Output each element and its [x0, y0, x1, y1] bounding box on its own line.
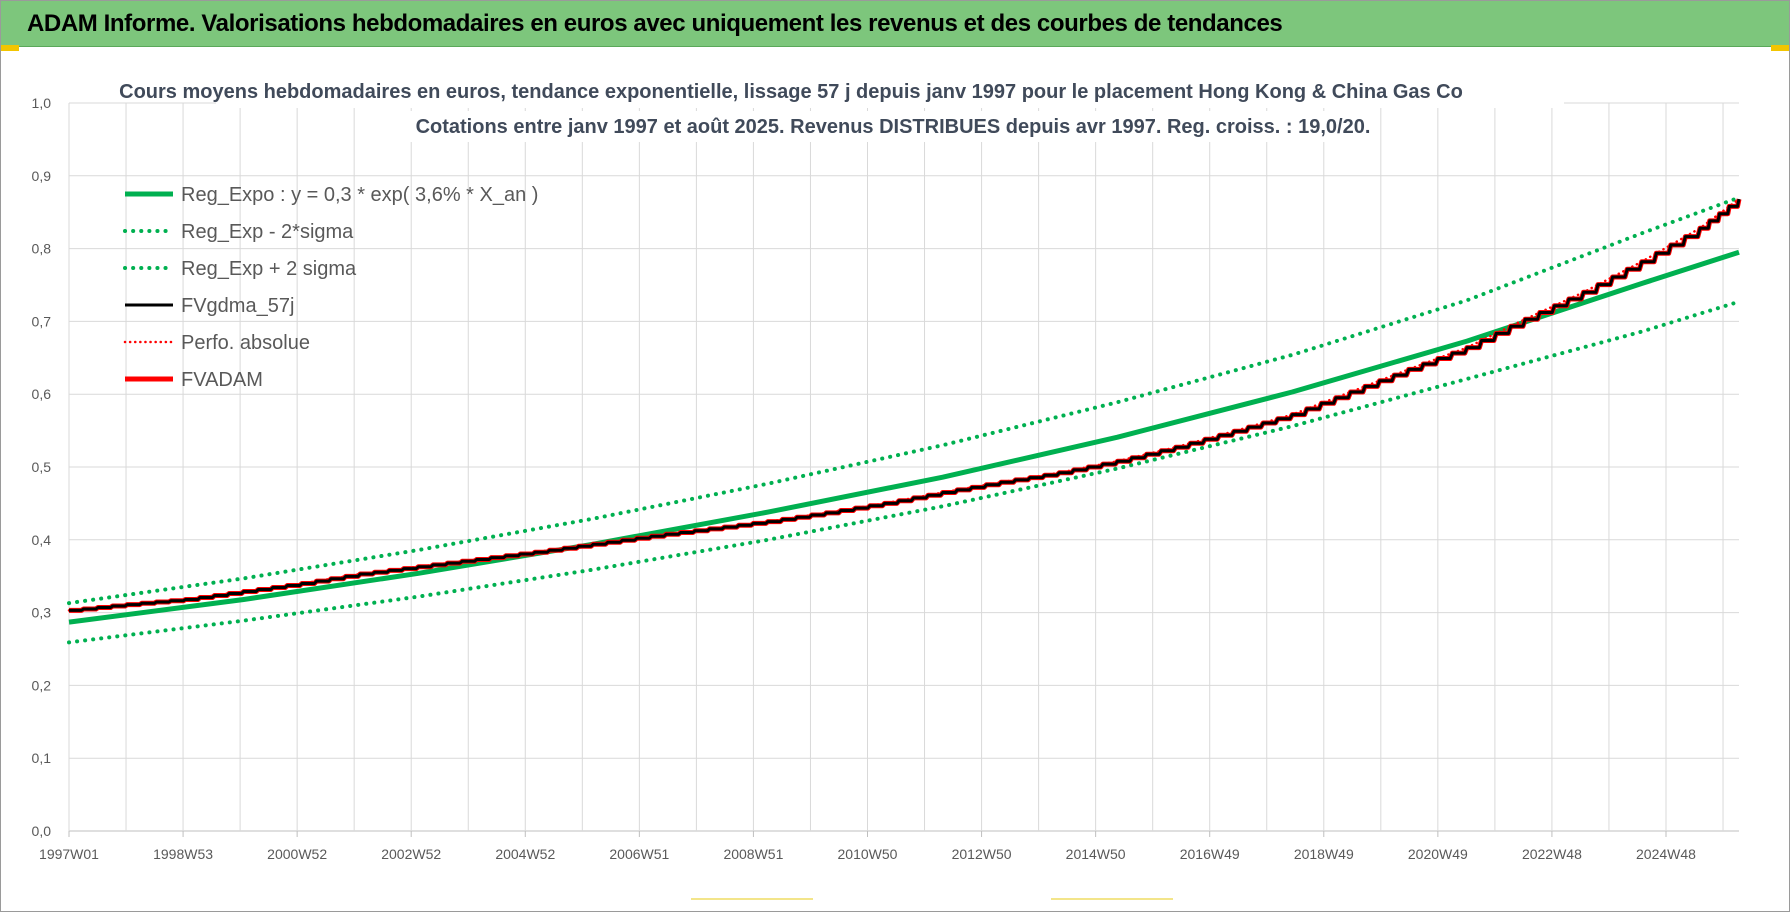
series-line: [68, 249, 1740, 625]
x-tick-label: 2000W52: [267, 846, 327, 862]
y-tick-label: 0,2: [32, 677, 52, 693]
x-tick-label: 2020W49: [1408, 846, 1468, 862]
x-tick-label: 1997W01: [39, 846, 99, 862]
legend-label: FVgdma_57j: [181, 295, 294, 317]
y-axis-ticks: 0,0 0,1 0,2 0,3 0,4 0,5 0,6 0,7 0,8 0,9 1,0: [32, 95, 52, 839]
x-tick-label: 2014W50: [1066, 846, 1126, 862]
y-tick-label: 0,0: [32, 823, 52, 839]
x-tick-label: 2010W50: [838, 846, 898, 862]
chart-subtitle: Cotations entre janv 1997 et août 2025. …: [416, 116, 1371, 138]
y-tick-label: 0,7: [32, 313, 52, 329]
y-tick-label: 0,1: [32, 750, 52, 766]
x-tick-label: 2008W51: [723, 846, 783, 862]
bottom-decoration: [1051, 898, 1173, 900]
chart-title: Cours moyens hebdomadaires en euros, ten…: [119, 81, 1463, 103]
x-tick-label: 2024W48: [1636, 846, 1696, 862]
x-tick-label: 2002W52: [381, 846, 441, 862]
series-line: [69, 198, 1741, 612]
y-tick-label: 0,5: [32, 459, 52, 475]
x-tick-label: 2006W51: [609, 846, 669, 862]
y-tick-label: 0,3: [32, 605, 52, 621]
grid: [68, 102, 1739, 832]
y-tick-label: 0,9: [32, 168, 52, 184]
y-tick-label: 0,6: [32, 386, 52, 402]
legend-label: Reg_Exp - 2*sigma: [181, 221, 354, 243]
header-banner: ADAM Informe. Valorisations hebdomadaire…: [1, 1, 1789, 47]
legend-label: FVADAM: [181, 369, 263, 391]
series: [67, 195, 1742, 645]
bottom-decoration: [691, 898, 813, 900]
legend: Reg_Expo : y = 0,3 * exp( 3,6% * X_an ) R…: [123, 184, 538, 391]
subtitle-background: [409, 111, 1377, 142]
legend-label: Perfo. absolue: [181, 332, 310, 354]
legend-label: Reg_Exp + 2 sigma: [181, 258, 357, 280]
x-tick-label: 2012W50: [952, 846, 1012, 862]
corner-marker-right: [1771, 45, 1789, 51]
x-axis-ticks: 1997W01 1998W53 2000W52 2002W52 2004W52 2006W…: [39, 831, 1696, 862]
series-line: [67, 299, 1741, 645]
x-tick-label: 2016W49: [1180, 846, 1240, 862]
y-tick-label: 1,0: [32, 95, 52, 111]
y-tick-label: 0,4: [32, 532, 52, 548]
x-tick-label: 1998W53: [153, 846, 213, 862]
x-tick-label: 2018W49: [1294, 846, 1354, 862]
y-tick-label: 0,8: [32, 241, 52, 257]
legend-label: Reg_Expo : y = 0,3 * exp( 3,6% * X_an ): [181, 184, 538, 206]
x-tick-label: 2022W48: [1522, 846, 1582, 862]
title-background: [216, 77, 1564, 108]
banner-title: ADAM Informe. Valorisations hebdomadaire…: [27, 10, 1283, 37]
corner-marker-left: [1, 45, 19, 51]
x-tick-label: 2004W52: [495, 846, 555, 862]
